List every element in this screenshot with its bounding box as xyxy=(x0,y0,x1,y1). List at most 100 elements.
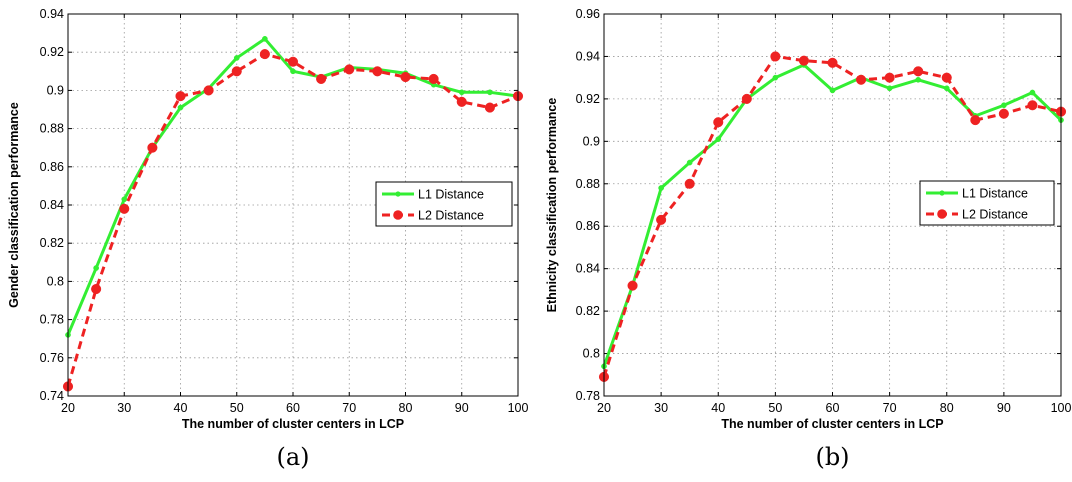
x-tick-label: 70 xyxy=(342,401,356,415)
data-point-2 xyxy=(656,214,667,225)
x-tick-label: 30 xyxy=(117,401,131,415)
y-tick-label: 0.88 xyxy=(40,122,64,136)
data-point-2 xyxy=(259,49,270,60)
data-point-1 xyxy=(943,85,950,92)
data-point-1 xyxy=(1001,102,1007,109)
x-tick-label: 50 xyxy=(230,401,244,415)
y-axis-label: Ethnicity classification performance xyxy=(545,98,559,313)
x-tick-label: 90 xyxy=(997,401,1011,415)
data-point-2 xyxy=(713,117,724,128)
y-tick-label: 0.96 xyxy=(576,7,600,21)
data-point-1 xyxy=(658,185,664,191)
data-point-1 xyxy=(93,265,99,271)
x-tick-label: 80 xyxy=(940,401,954,415)
data-point-2 xyxy=(484,102,495,113)
data-point-1 xyxy=(1029,89,1036,96)
y-tick-label: 0.94 xyxy=(40,7,64,21)
data-point-2 xyxy=(627,280,638,291)
data-point-2 xyxy=(827,57,838,68)
data-point-2 xyxy=(941,72,952,83)
panel-caption: (b) xyxy=(815,443,849,471)
data-point-2 xyxy=(884,72,895,83)
y-tick-label: 0.84 xyxy=(40,198,64,212)
x-tick-label: 60 xyxy=(286,401,300,415)
y-tick-label: 0.82 xyxy=(576,304,600,318)
x-tick-label: 40 xyxy=(174,401,188,415)
data-point-2 xyxy=(770,51,781,62)
data-point-1 xyxy=(233,55,240,61)
chart-panel-a: 20 30 40 50 60 70 80 90 100 0.74 0.76 0.78 0.8 0.82 0.… xyxy=(7,7,528,471)
data-point-2 xyxy=(287,56,299,67)
data-point-1 xyxy=(686,159,693,166)
data-point-2 xyxy=(684,178,695,189)
x-tick-label: 70 xyxy=(883,401,897,415)
y-tick-label: 0.92 xyxy=(40,45,64,59)
x-tick-label: 90 xyxy=(455,401,469,415)
data-point-2 xyxy=(203,85,214,96)
legend-marker-1 xyxy=(395,191,401,197)
legend-label-2: L2 Distance xyxy=(418,209,484,223)
data-point-2 xyxy=(456,96,467,107)
legend-label-1: L1 Distance xyxy=(418,188,484,202)
data-point-1 xyxy=(487,89,493,96)
data-point-2 xyxy=(856,74,867,85)
data-point-2 xyxy=(998,108,1009,119)
x-axis-label: The number of cluster centers in LCP xyxy=(721,417,943,431)
data-point-2 xyxy=(316,73,327,84)
legend-label-1: L1 Distance xyxy=(962,187,1028,201)
y-tick-label: 0.9 xyxy=(583,134,600,148)
x-tick-label: 30 xyxy=(654,401,668,415)
data-point-1 xyxy=(772,74,779,81)
data-point-1 xyxy=(262,35,268,42)
y-tick-label: 0.8 xyxy=(47,274,64,288)
legend-marker-2 xyxy=(937,209,947,219)
y-tick-label: 0.78 xyxy=(576,389,600,403)
y-tick-label: 0.78 xyxy=(40,313,64,327)
data-point-1 xyxy=(458,89,465,96)
x-tick-label: 80 xyxy=(399,401,413,415)
y-tick-label: 0.74 xyxy=(40,389,64,403)
data-point-2 xyxy=(147,142,158,153)
data-point-2 xyxy=(372,66,383,77)
y-axis-label: Gender classification performance xyxy=(7,102,21,308)
data-point-1 xyxy=(886,85,893,92)
data-point-2 xyxy=(428,73,439,84)
x-tick-label: 20 xyxy=(597,401,611,415)
legend-label-2: L2 Distance xyxy=(962,208,1028,222)
data-point-2 xyxy=(798,55,809,66)
data-point-2 xyxy=(400,71,411,83)
data-point-2 xyxy=(344,64,355,75)
y-tick-label: 0.76 xyxy=(40,351,64,365)
data-point-1 xyxy=(177,104,184,111)
x-tick-label: 50 xyxy=(768,401,782,415)
legend-marker-1 xyxy=(939,190,945,196)
x-tick-label: 60 xyxy=(826,401,840,415)
panel-caption: (a) xyxy=(276,443,309,471)
data-point-2 xyxy=(91,283,102,295)
data-point-2 xyxy=(1027,100,1038,111)
x-tick-label: 100 xyxy=(1051,401,1072,415)
y-tick-label: 0.88 xyxy=(576,177,600,191)
y-tick-label: 0.86 xyxy=(40,160,64,174)
data-point-1 xyxy=(121,196,128,203)
y-tick-label: 0.84 xyxy=(576,262,600,276)
data-point-2 xyxy=(175,91,186,102)
y-tick-label: 0.8 xyxy=(583,347,600,361)
y-tick-label: 0.9 xyxy=(47,83,64,97)
data-point-1 xyxy=(915,76,922,83)
x-tick-label: 20 xyxy=(61,401,75,415)
chart-panel-b: 20 30 40 50 60 70 80 90 100 0.78 0.8 0.82 0.84 0.86 0.… xyxy=(545,7,1071,471)
x-tick-label: 100 xyxy=(508,401,529,415)
y-tick-label: 0.82 xyxy=(40,236,64,250)
axes-frame xyxy=(603,13,1062,397)
x-axis-label: The number of cluster centers in LCP xyxy=(182,417,404,431)
data-point-1 xyxy=(715,136,722,143)
y-tick-label: 0.86 xyxy=(576,219,600,233)
x-tick-label: 40 xyxy=(711,401,725,415)
data-point-2 xyxy=(119,203,130,214)
axes-frame xyxy=(67,13,519,397)
series-line-2 xyxy=(602,54,1062,378)
y-tick-label: 0.92 xyxy=(576,92,600,106)
legend: L1 Distance L2 Distance xyxy=(375,181,513,227)
